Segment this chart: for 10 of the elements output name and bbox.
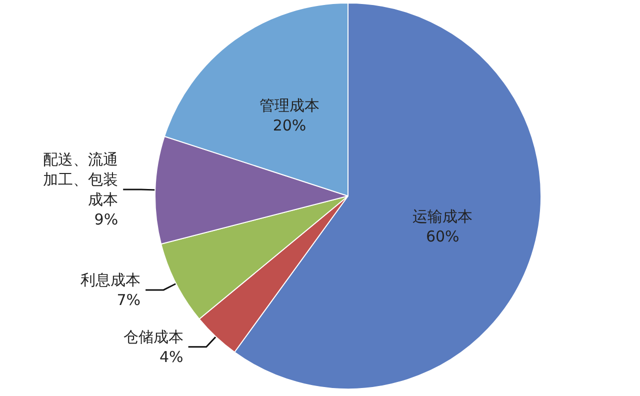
slice-label: 仓储成本 [123, 328, 184, 346]
data-label: 7% [116, 290, 141, 309]
slice-label: 配送、流通加工、包装成本 [43, 150, 118, 208]
data-label: 9% [94, 210, 118, 228]
data-label: 60% [426, 228, 460, 246]
slice-label: 运输成本 [412, 208, 473, 226]
data-label: 20% [272, 116, 306, 135]
slice-label: 利息成本 [80, 270, 141, 289]
data-label: 4% [160, 348, 184, 366]
slice-label: 管理成本 [260, 96, 320, 115]
